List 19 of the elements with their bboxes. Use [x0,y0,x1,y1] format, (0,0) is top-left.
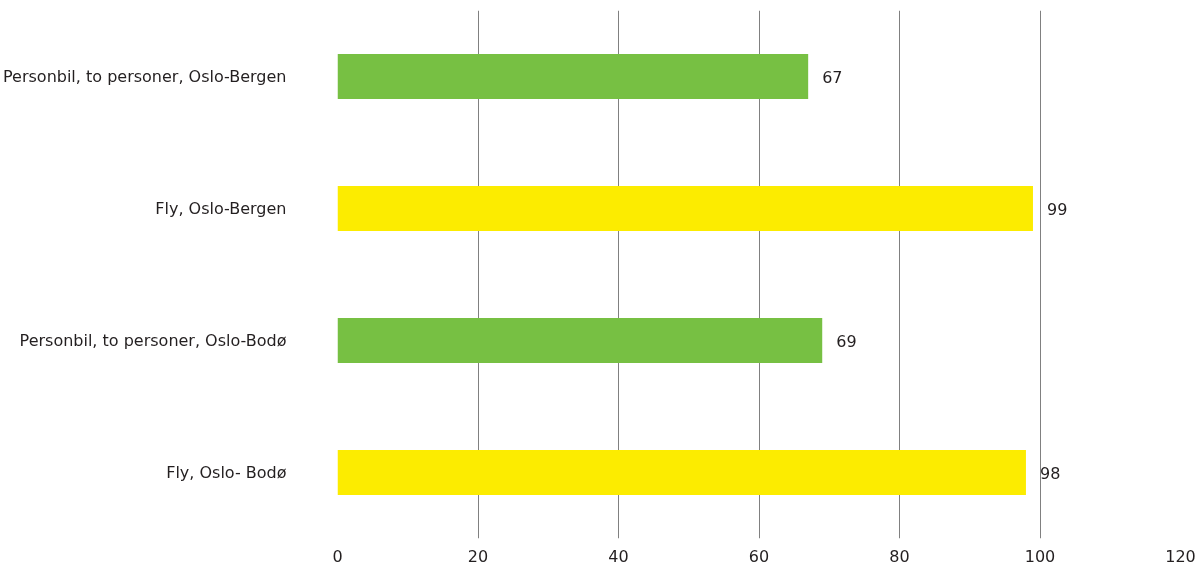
data-label: 69 [836,331,857,351]
x-tick-label: 20 [467,546,489,564]
y-tick-label: Personbil, to personer, Oslo-Bergen [3,67,287,86]
x-tick-label: 40 [608,546,629,564]
y-tick-label: Fly, Oslo-Bergen [155,199,287,218]
bar [337,186,1033,231]
y-tick-label: Personbil, to personer, Oslo-Bodø [19,331,287,350]
y-tick-label: Fly, Oslo- Bodø [166,463,287,482]
data-label: 98 [1039,463,1061,483]
x-tick-label: 120 [1165,546,1196,564]
bar [337,54,809,99]
data-label: 67 [822,67,843,87]
data-label: 99 [1046,199,1068,219]
x-tick-label: 80 [889,546,910,564]
bar [337,450,1026,495]
x-tick-label: 100 [1024,546,1056,564]
x-tick-label: 0 [332,546,343,564]
x-tick-label: 60 [748,546,770,564]
bar [337,318,823,363]
